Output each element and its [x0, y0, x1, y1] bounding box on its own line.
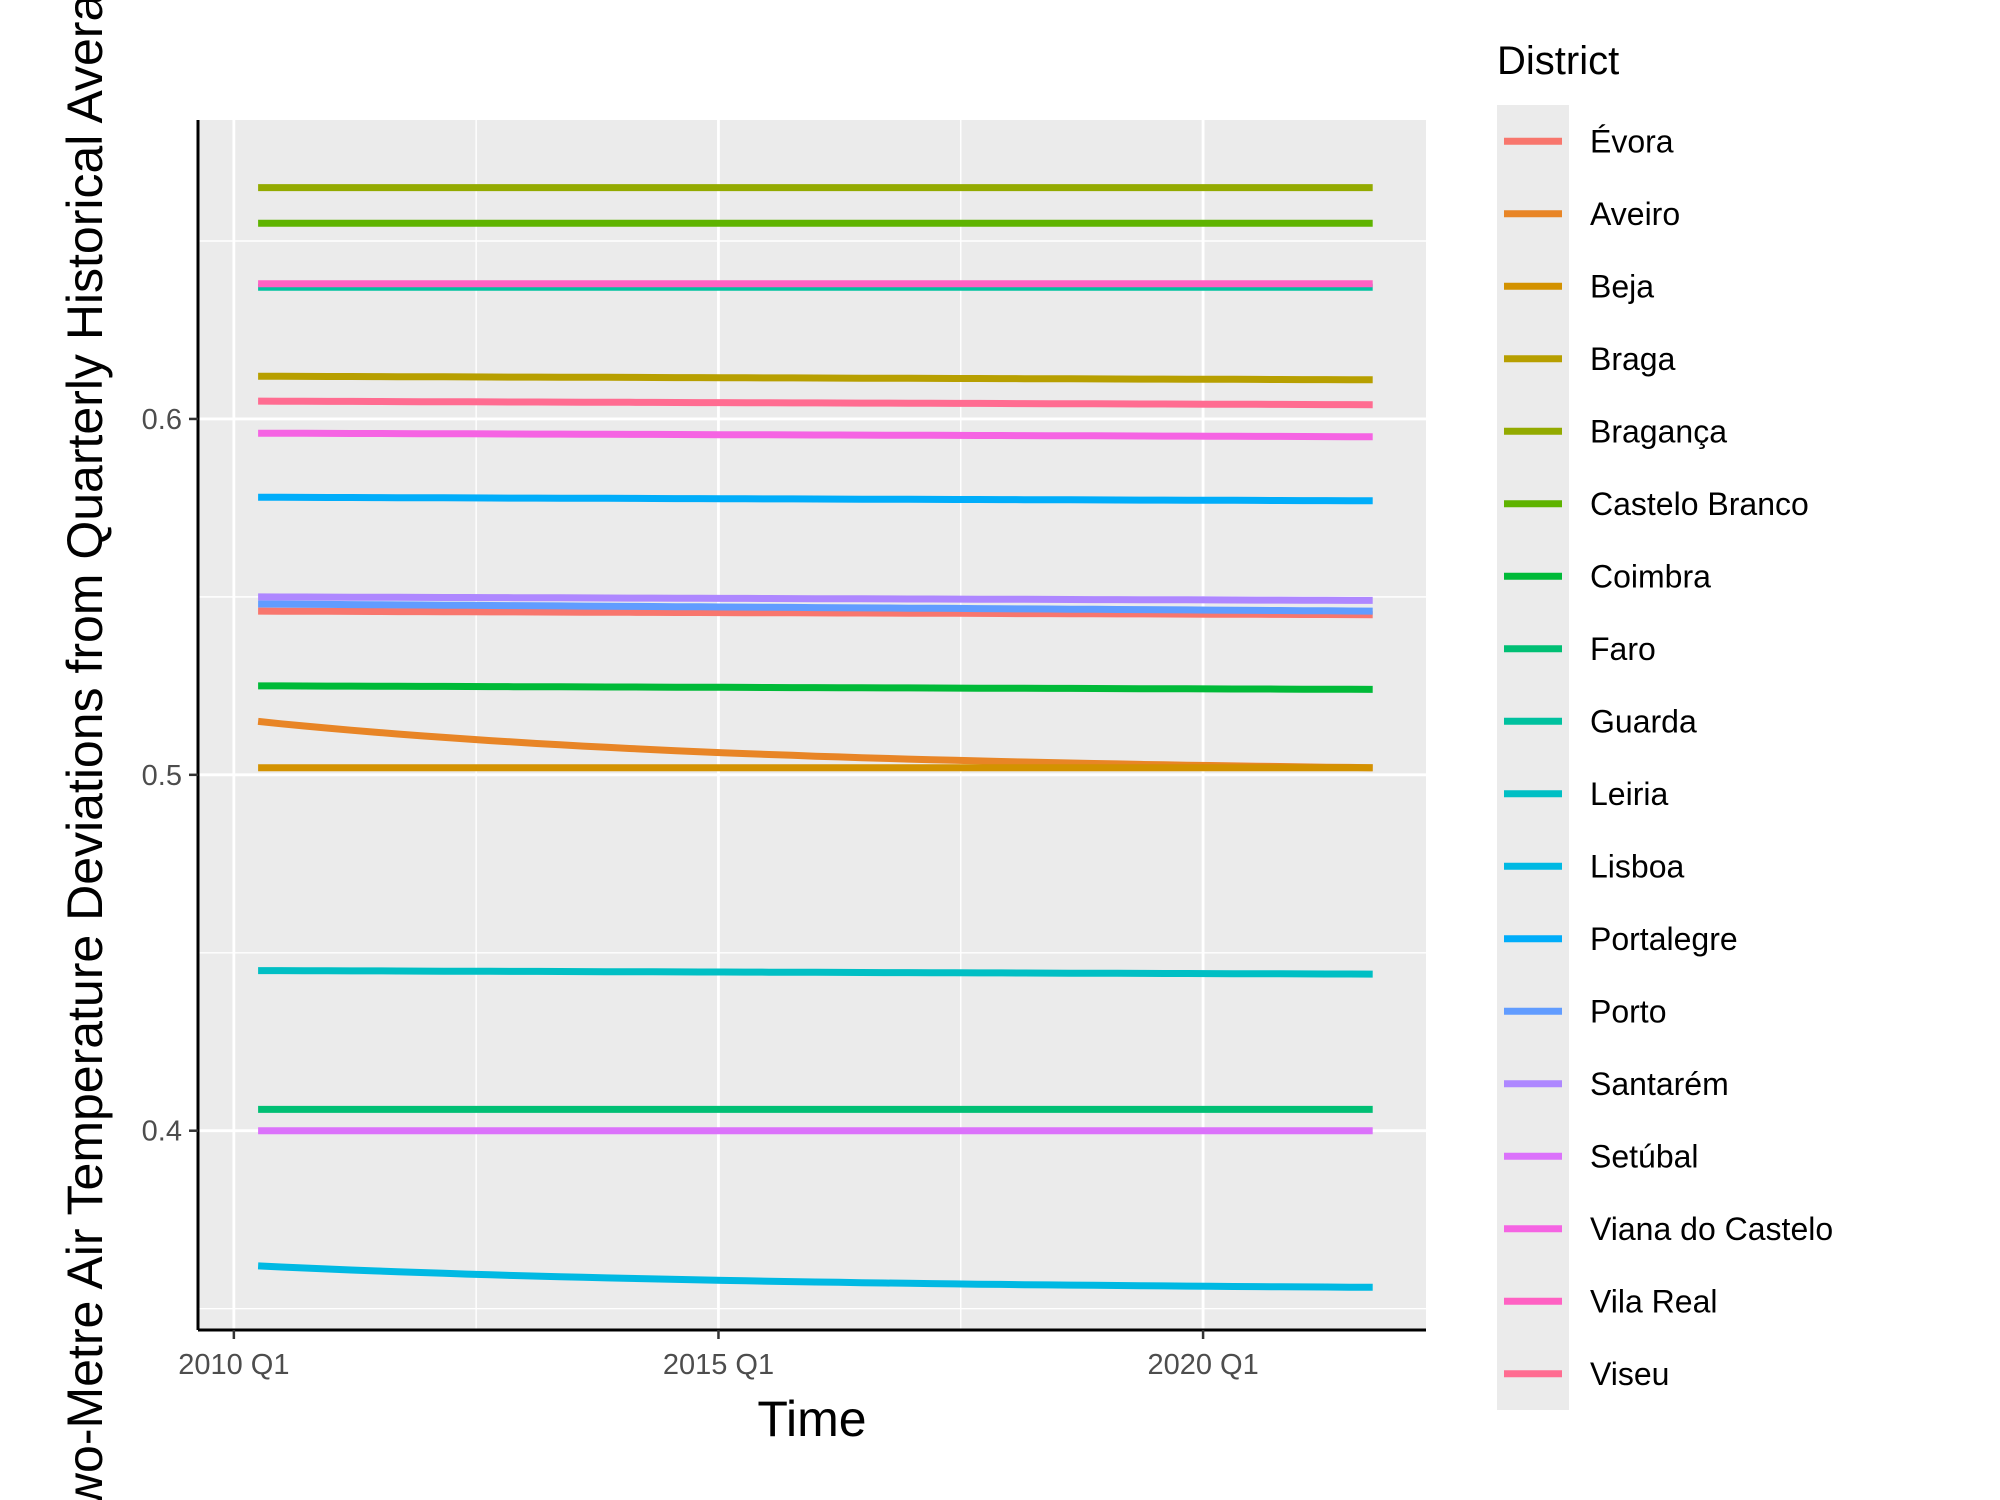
legend-label-santarem: Santarém [1590, 1066, 1729, 1102]
legend-label-portalegre: Portalegre [1590, 921, 1738, 957]
legend-label-evora: Évora [1590, 123, 1674, 159]
series-line-coimbra [258, 682, 1373, 693]
legend-label-braganca: Bragança [1590, 413, 1727, 449]
legend-label-setubal: Setúbal [1590, 1138, 1699, 1174]
legend-label-viana-do-castelo: Viana do Castelo [1590, 1211, 1833, 1247]
y-axis-title: Two-Metre Air Temperature Deviations fro… [57, 0, 113, 1500]
legend-label-braga: Braga [1590, 341, 1676, 377]
y-axis-ticks: 0.4 0.5 0.6 [142, 404, 198, 1148]
legend-label-faro: Faro [1590, 631, 1656, 667]
legend-items: Évora Aveiro Beja Braga Bragança Castelo Bran… [1504, 123, 1833, 1392]
series-lines [257, 184, 1373, 1291]
legend-label-leiria: Leiria [1590, 776, 1668, 812]
legend-label-lisboa: Lisboa [1590, 848, 1685, 884]
legend-label-porto: Porto [1590, 993, 1666, 1029]
legend: District Évora Aveiro Beja Braga Bragança Cas… [1497, 39, 1833, 1410]
x-axis-title: Time [757, 1391, 866, 1447]
series-line-viana-do-castelo [258, 429, 1373, 441]
series-line-lisboa [257, 1262, 1373, 1291]
y-tick-label: 0.6 [142, 404, 182, 436]
series-line-portalegre [258, 493, 1373, 505]
legend-keys-background [1497, 105, 1569, 1410]
series-line-evora [258, 607, 1373, 619]
series-line-porto [258, 600, 1373, 615]
y-tick-label: 0.5 [142, 760, 182, 792]
x-axis-ticks: 2010 Q1 2015 Q1 2020 Q1 [178, 1330, 1259, 1381]
series-line-santarem [258, 593, 1373, 604]
legend-title: District [1497, 39, 1619, 83]
y-tick-label: 0.4 [142, 1116, 182, 1148]
x-tick-label: 2020 Q1 [1147, 1349, 1258, 1381]
legend-label-coimbra: Coimbra [1590, 558, 1711, 594]
legend-label-guarda: Guarda [1590, 703, 1697, 739]
x-tick-label: 2015 Q1 [663, 1349, 774, 1381]
series-line-leiria [258, 967, 1373, 978]
series-line-viseu [258, 397, 1373, 409]
plot-panel [198, 120, 1426, 1330]
minor-gridlines [198, 120, 1426, 1330]
legend-label-vila-real: Vila Real [1590, 1283, 1717, 1319]
series-line-braga [258, 372, 1373, 384]
legend-label-viseu: Viseu [1590, 1356, 1669, 1392]
x-tick-label: 2010 Q1 [178, 1349, 289, 1381]
legend-label-aveiro: Aveiro [1590, 196, 1680, 232]
legend-label-castelo-branco: Castelo Branco [1590, 486, 1809, 522]
legend-label-beja: Beja [1590, 268, 1654, 304]
